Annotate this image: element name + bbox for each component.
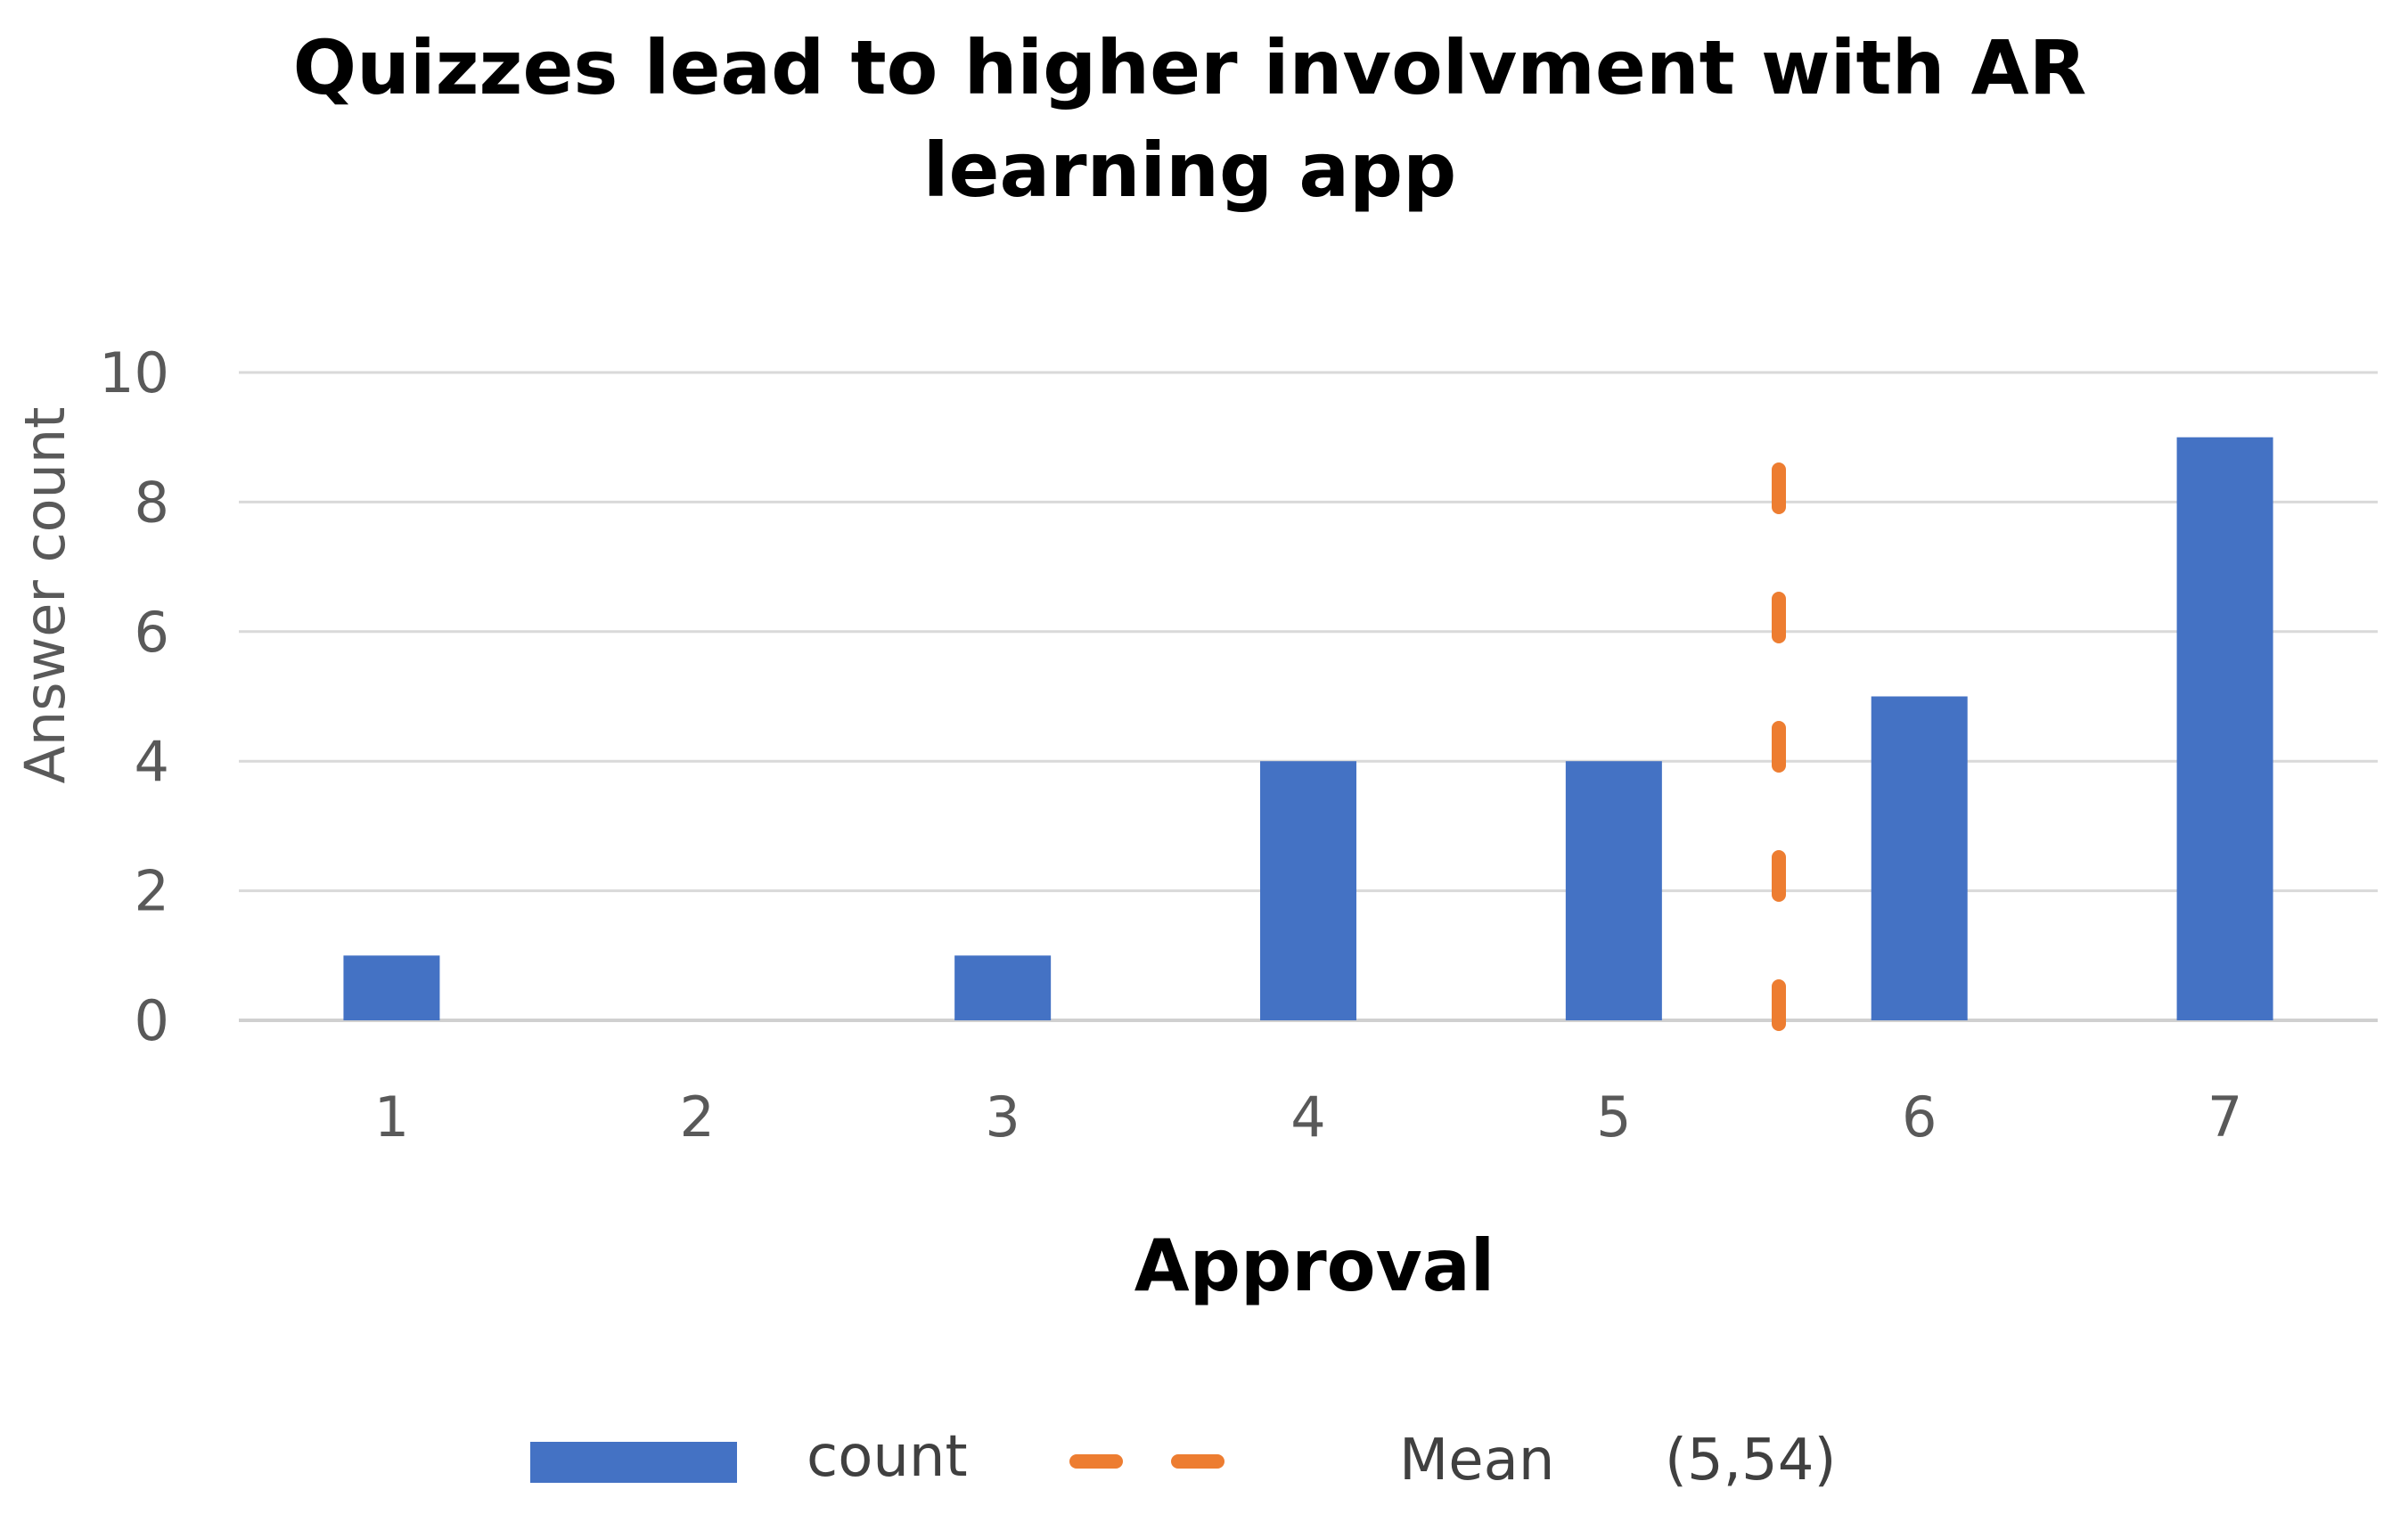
x-tick-label: 6 [1902, 1084, 1937, 1150]
legend-mean-label: Mean [1399, 1428, 1554, 1494]
y-axis-label: Answer count [12, 407, 78, 784]
x-tick-labels: 1 2 3 4 5 6 7 [374, 1084, 2243, 1150]
x-tick-label: 1 [374, 1084, 409, 1150]
x-tick-label: 5 [1596, 1084, 1631, 1150]
bar [1260, 761, 1356, 1020]
legend-count-swatch [530, 1442, 737, 1483]
y-tick-label: 4 [135, 729, 169, 794]
chart-title-line-1: Quizzes lead to higher involvment with A… [293, 24, 2087, 111]
y-tick-label: 0 [135, 988, 169, 1053]
bar [1871, 696, 1968, 1020]
chart-title-line-2: learning app [923, 127, 1457, 214]
x-tick-label: 4 [1290, 1084, 1325, 1150]
y-tick-labels: 0 2 4 6 8 10 [99, 340, 169, 1053]
x-tick-label: 7 [2207, 1084, 2242, 1150]
legend-mean-value: (5,54) [1665, 1428, 1836, 1494]
legend-count-label: count [807, 1424, 968, 1490]
legend: count Mean (5,54) [530, 1424, 1836, 1494]
y-tick-label: 8 [135, 470, 169, 535]
y-tick-label: 6 [135, 600, 169, 665]
x-tick-label: 2 [680, 1084, 715, 1150]
bars [343, 437, 2273, 1020]
bar [1565, 761, 1662, 1020]
x-tick-label: 3 [985, 1084, 1020, 1150]
bar [343, 955, 440, 1020]
chart-title: Quizzes lead to higher involvment with A… [293, 24, 2087, 214]
y-tick-label: 2 [135, 859, 169, 924]
bar [954, 955, 1052, 1020]
bar [2176, 437, 2273, 1020]
y-tick-label: 10 [99, 340, 169, 405]
x-axis-label: Approval [1134, 1224, 1495, 1307]
